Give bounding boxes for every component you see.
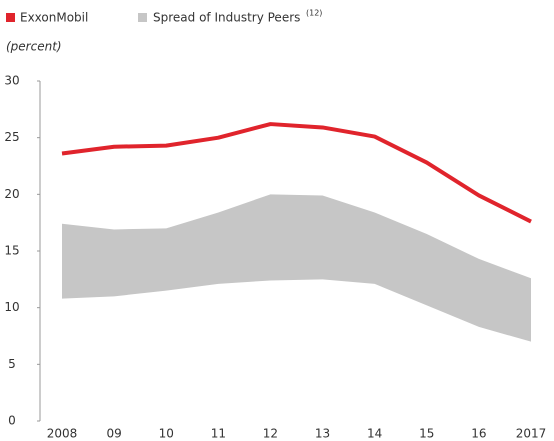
x-tick-label: 12 (263, 427, 278, 441)
legend-swatch (138, 13, 147, 22)
x-tick-label: 10 (159, 427, 174, 441)
x-tick-label: 11 (211, 427, 226, 441)
x-tick-label: 09 (106, 427, 121, 441)
y-tick-label: 25 (4, 130, 19, 144)
legend-label: ExxonMobil (20, 11, 88, 25)
x-tick-label: 15 (419, 427, 434, 441)
units-label: (percent) (6, 40, 62, 54)
legend-superscript: (12) (306, 9, 322, 18)
x-tick-label: 14 (367, 427, 382, 441)
x-tick-label: 2008 (47, 427, 78, 441)
x-tick-label: 16 (471, 427, 486, 441)
peer-band (62, 194, 531, 342)
x-tick-label: 13 (315, 427, 330, 441)
x-tick-label: 2017 (516, 427, 547, 441)
y-tick-label: 20 (4, 187, 19, 201)
y-tick-label: 10 (4, 300, 19, 314)
y-tick-label: 5 (8, 357, 16, 371)
y-tick-label: 15 (4, 244, 19, 258)
legend-swatch (6, 13, 15, 22)
y-tick-label: 0 (8, 414, 16, 428)
y-tick-label: 30 (4, 74, 19, 88)
exxon-line (61, 122, 532, 224)
legend-label: Spread of Industry Peers (153, 11, 300, 25)
